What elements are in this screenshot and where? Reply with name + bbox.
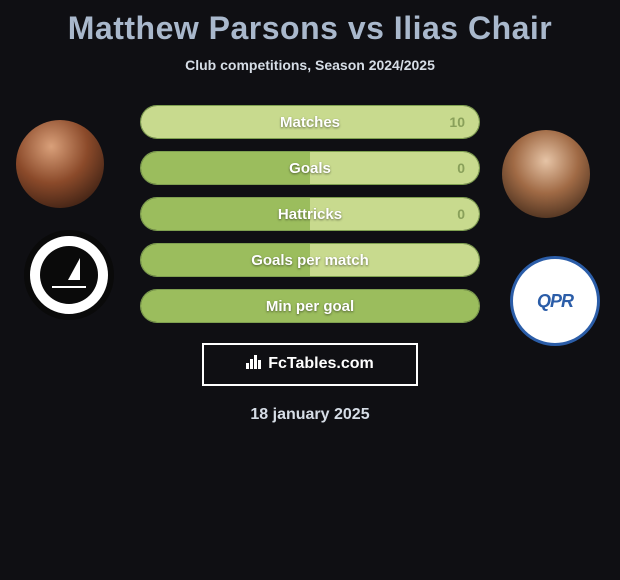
stat-value-right: 0 bbox=[457, 198, 465, 230]
stat-row: Matches10 bbox=[140, 105, 480, 139]
club-badge-right: QPR bbox=[510, 256, 600, 346]
page-subtitle: Club competitions, Season 2024/2025 bbox=[0, 57, 620, 73]
qpr-text-icon: QPR bbox=[537, 291, 573, 312]
date-text: 18 january 2025 bbox=[0, 406, 620, 424]
club-badge-left bbox=[24, 230, 114, 320]
stat-label: Goals bbox=[141, 152, 479, 184]
player-avatar-left bbox=[16, 120, 104, 208]
player-avatar-right bbox=[502, 130, 590, 218]
branding-box: FcTables.com bbox=[202, 343, 418, 386]
stat-label: Goals per match bbox=[141, 244, 479, 276]
stat-row: Hattricks0 bbox=[140, 197, 480, 231]
stat-value-right: 0 bbox=[457, 152, 465, 184]
plymouth-sail-icon bbox=[52, 262, 86, 288]
bars-icon bbox=[246, 355, 262, 374]
stat-label: Matches bbox=[141, 106, 479, 138]
branding-text: FcTables.com bbox=[268, 355, 374, 372]
stat-row: Goals per match bbox=[140, 243, 480, 277]
page-title: Matthew Parsons vs Ilias Chair bbox=[0, 0, 620, 47]
stat-label: Hattricks bbox=[141, 198, 479, 230]
stat-row: Min per goal bbox=[140, 289, 480, 323]
stat-row: Goals0 bbox=[140, 151, 480, 185]
stat-label: Min per goal bbox=[141, 290, 479, 322]
stat-value-right: 10 bbox=[449, 106, 465, 138]
